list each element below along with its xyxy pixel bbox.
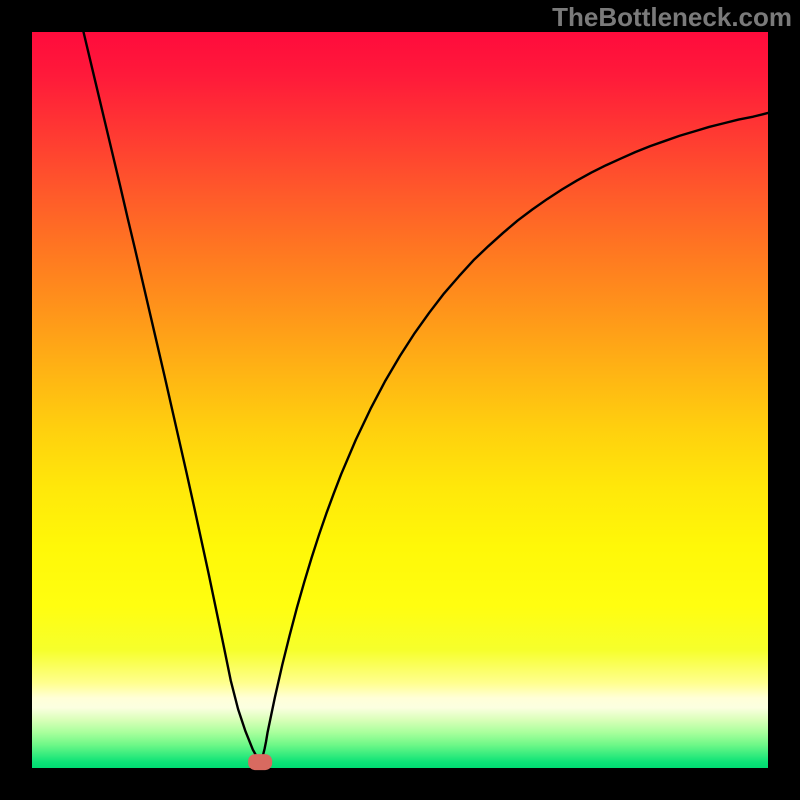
minimum-marker	[248, 754, 272, 770]
stage: TheBottleneck.com	[0, 0, 800, 800]
bottleneck-chart	[0, 0, 800, 800]
